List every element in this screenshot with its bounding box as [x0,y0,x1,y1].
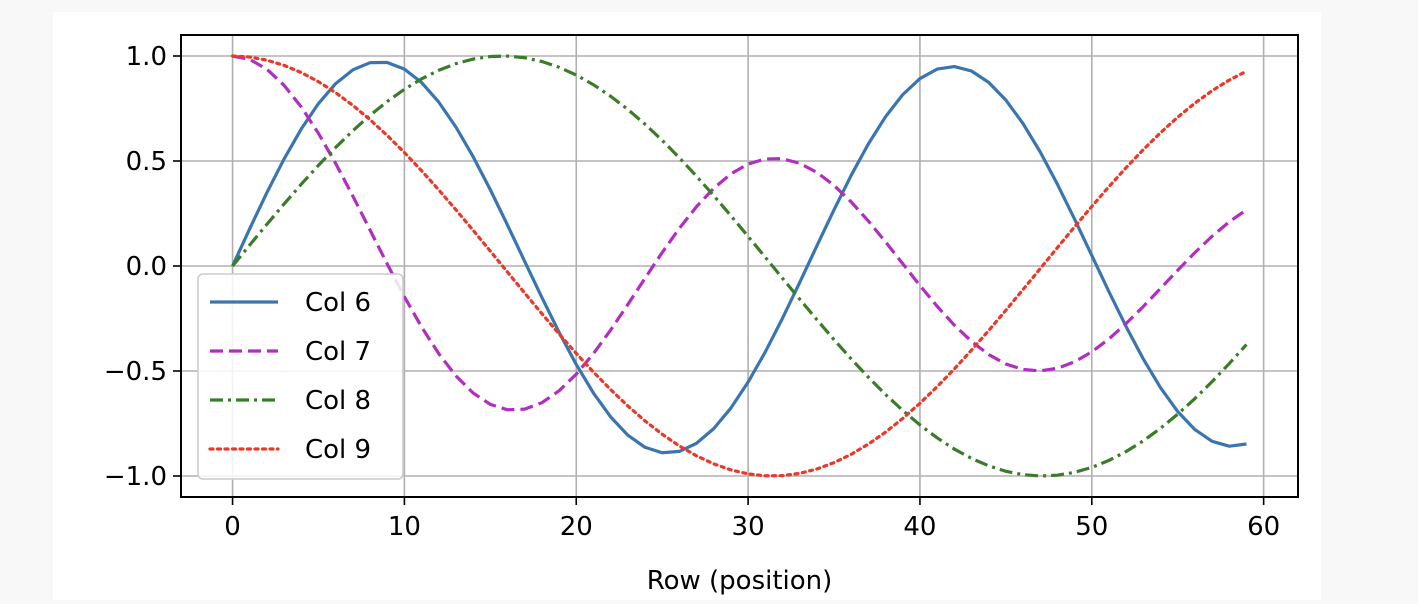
x-axis-label: Row (position) [647,566,833,596]
x-tick-label: 50 [1075,512,1108,542]
legend-label: Col 7 [305,337,371,367]
legend: Col 6 Col 7 Col 8 Col 9 [197,273,404,480]
legend-box [197,273,404,480]
x-tick-label: 10 [388,512,421,542]
y-tick-label: 0.5 [126,147,167,177]
y-tick-label: 1.0 [126,42,167,72]
legend-label: Col 9 [305,435,371,465]
series-line-col-9 [230,54,1249,478]
legend-label: Col 8 [305,386,371,416]
y-tick-label: −1.0 [104,462,167,492]
series-line-col-7 [232,54,1248,412]
line-chart: 0 10 20 30 40 50 60 1.0 0.5 0.0 −0.5 −1.0 Row (posi… [104,34,1299,596]
series-line-col-8 [231,54,1248,478]
x-tick-label: 60 [1247,512,1280,542]
x-tick-label: 0 [224,512,241,542]
legend-label: Col 6 [305,288,371,318]
x-tick-label: 20 [560,512,593,542]
ticks: 0 10 20 30 40 50 60 1.0 0.5 0.0 −0.5 −1.0 [104,42,1280,542]
figure: 0 10 20 30 40 50 60 1.0 0.5 0.0 −0.5 −1.0 Row (posi… [53,12,1321,600]
x-tick-label: 30 [732,512,765,542]
x-tick-label: 40 [903,512,936,542]
series-layer [230,54,1249,478]
y-tick-label: −0.5 [104,357,167,387]
y-tick-label: 0.0 [126,252,167,282]
